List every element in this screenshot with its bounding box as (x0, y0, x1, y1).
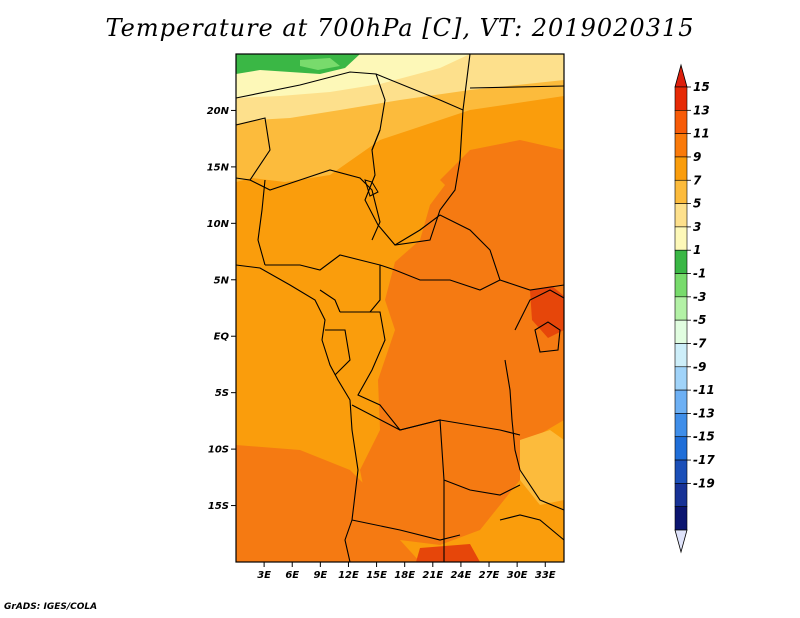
lon-tick-label: 21E (422, 570, 443, 581)
lat-tick-label: 20N (207, 106, 230, 117)
lon-tick-label: 12E (338, 570, 359, 581)
colorbar-label: 15 (693, 80, 710, 94)
colorbar-label: 13 (693, 103, 710, 117)
colorbar-label: 5 (693, 197, 701, 211)
coastline (235, 264, 359, 521)
colorbar-label: -7 (693, 336, 707, 350)
latitude-ticks: 20N 15N 10N 5N EQ 5S 10S 15S (207, 106, 236, 512)
field-warm-northeast (440, 140, 564, 210)
colorbar-label: 11 (693, 127, 710, 141)
map-title: Temperature at 700hPa [C], VT: 201902031… (105, 14, 695, 42)
colorbar-label: -5 (693, 313, 706, 327)
colorbar-over-triangle (674, 63, 688, 88)
colorbar-swatch (674, 249, 688, 274)
colorbar-swatch (674, 203, 688, 228)
lon-tick-label: 27E (479, 570, 500, 581)
lake-chad (364, 179, 379, 197)
lat-tick-label: 10N (207, 219, 230, 230)
field-warm-center (360, 150, 564, 545)
border-congo (340, 311, 521, 436)
colorbar-swatch (674, 459, 688, 484)
border-ssudan (499, 279, 565, 291)
border-southwest (344, 519, 353, 563)
lat-tick-label: 15S (208, 501, 229, 512)
lat-tick-label: 5S (215, 388, 229, 399)
border-uganda (514, 289, 565, 331)
lat-tick-label: 15N (207, 162, 230, 173)
colorbar-swatch (674, 86, 688, 111)
colorbar-label: -13 (693, 406, 715, 420)
border-west-2 (249, 169, 381, 241)
lat-tick-label: 5N (214, 275, 230, 286)
border-cameroon (319, 289, 341, 313)
lon-tick-label: 24E (451, 570, 472, 581)
colorbar-swatch (674, 179, 688, 204)
colorbar-swatch (674, 226, 688, 251)
colorbar-label: -3 (693, 290, 706, 304)
colorbar-swatch (674, 110, 688, 134)
border-gabon (325, 329, 351, 376)
border-east-lakes (504, 359, 521, 471)
colorbar-label: -19 (693, 476, 715, 490)
field-warm-south (236, 445, 420, 562)
colorbar-label: 9 (693, 150, 701, 164)
grads-credit: GrADS: IGES/COLA (4, 602, 98, 612)
lon-tick-label: 30E (507, 570, 528, 581)
longitude-ticks: 3E 6E 9E 12E 15E 18E 21E 24E 27E 30E 33E (257, 562, 556, 581)
colorbar-swatch (674, 389, 688, 414)
colorbar-swatch (674, 366, 688, 391)
field-hot-south (416, 544, 480, 562)
colorbar-label: -15 (693, 430, 715, 444)
border-north-2 (375, 53, 471, 111)
colorbar-swatch (674, 413, 688, 438)
lon-tick-label: 18E (394, 570, 415, 581)
border-tanzania (519, 469, 565, 511)
country-borders (235, 53, 565, 563)
colorbar: 15 13 11 9 7 5 3 1 -1 -3 -5 -7 -9 -11 -13 -15 -17 -19 (674, 63, 715, 554)
border-angola-south (351, 519, 461, 541)
colorbar-swatch (674, 319, 688, 344)
temperature-field (236, 54, 564, 562)
lon-tick-label: 6E (285, 570, 299, 581)
colorbar-swatch (674, 506, 688, 531)
field-north-lightgreen (300, 58, 340, 70)
colorbar-label: -1 (693, 267, 706, 281)
colorbar-swatch (674, 273, 688, 298)
border-wnigeria (257, 179, 266, 266)
colorbar-swatch (674, 483, 688, 507)
colorbar-label: -9 (693, 360, 706, 374)
map-frame (235, 53, 565, 563)
colorbar-swatch (674, 156, 688, 181)
border-sudan (469, 85, 565, 89)
lat-tick-label: 10S (208, 445, 229, 456)
border-nigeria (265, 254, 381, 313)
border-west-1 (235, 117, 271, 181)
colorbar-label: 7 (693, 173, 702, 187)
colorbar-label: -11 (693, 383, 715, 397)
colorbar-label: -17 (693, 453, 715, 467)
lon-tick-label: 15E (366, 570, 387, 581)
border-lake-victoria (534, 321, 561, 353)
lon-tick-label: 3E (257, 570, 271, 581)
lat-tick-label: EQ (214, 332, 230, 343)
colorbar-swatch (674, 343, 688, 368)
colorbar-swatch (674, 296, 688, 321)
field-hot-east (530, 286, 564, 338)
colorbar-label: 1 (693, 243, 701, 257)
colorbar-label: 3 (693, 220, 701, 234)
colorbar-swatch (674, 133, 688, 158)
colorbar-under-triangle (674, 529, 688, 554)
lon-tick-label: 9E (313, 570, 327, 581)
border-southeast (499, 514, 565, 541)
lon-tick-label: 33E (535, 570, 556, 581)
colorbar-swatch (674, 436, 688, 461)
